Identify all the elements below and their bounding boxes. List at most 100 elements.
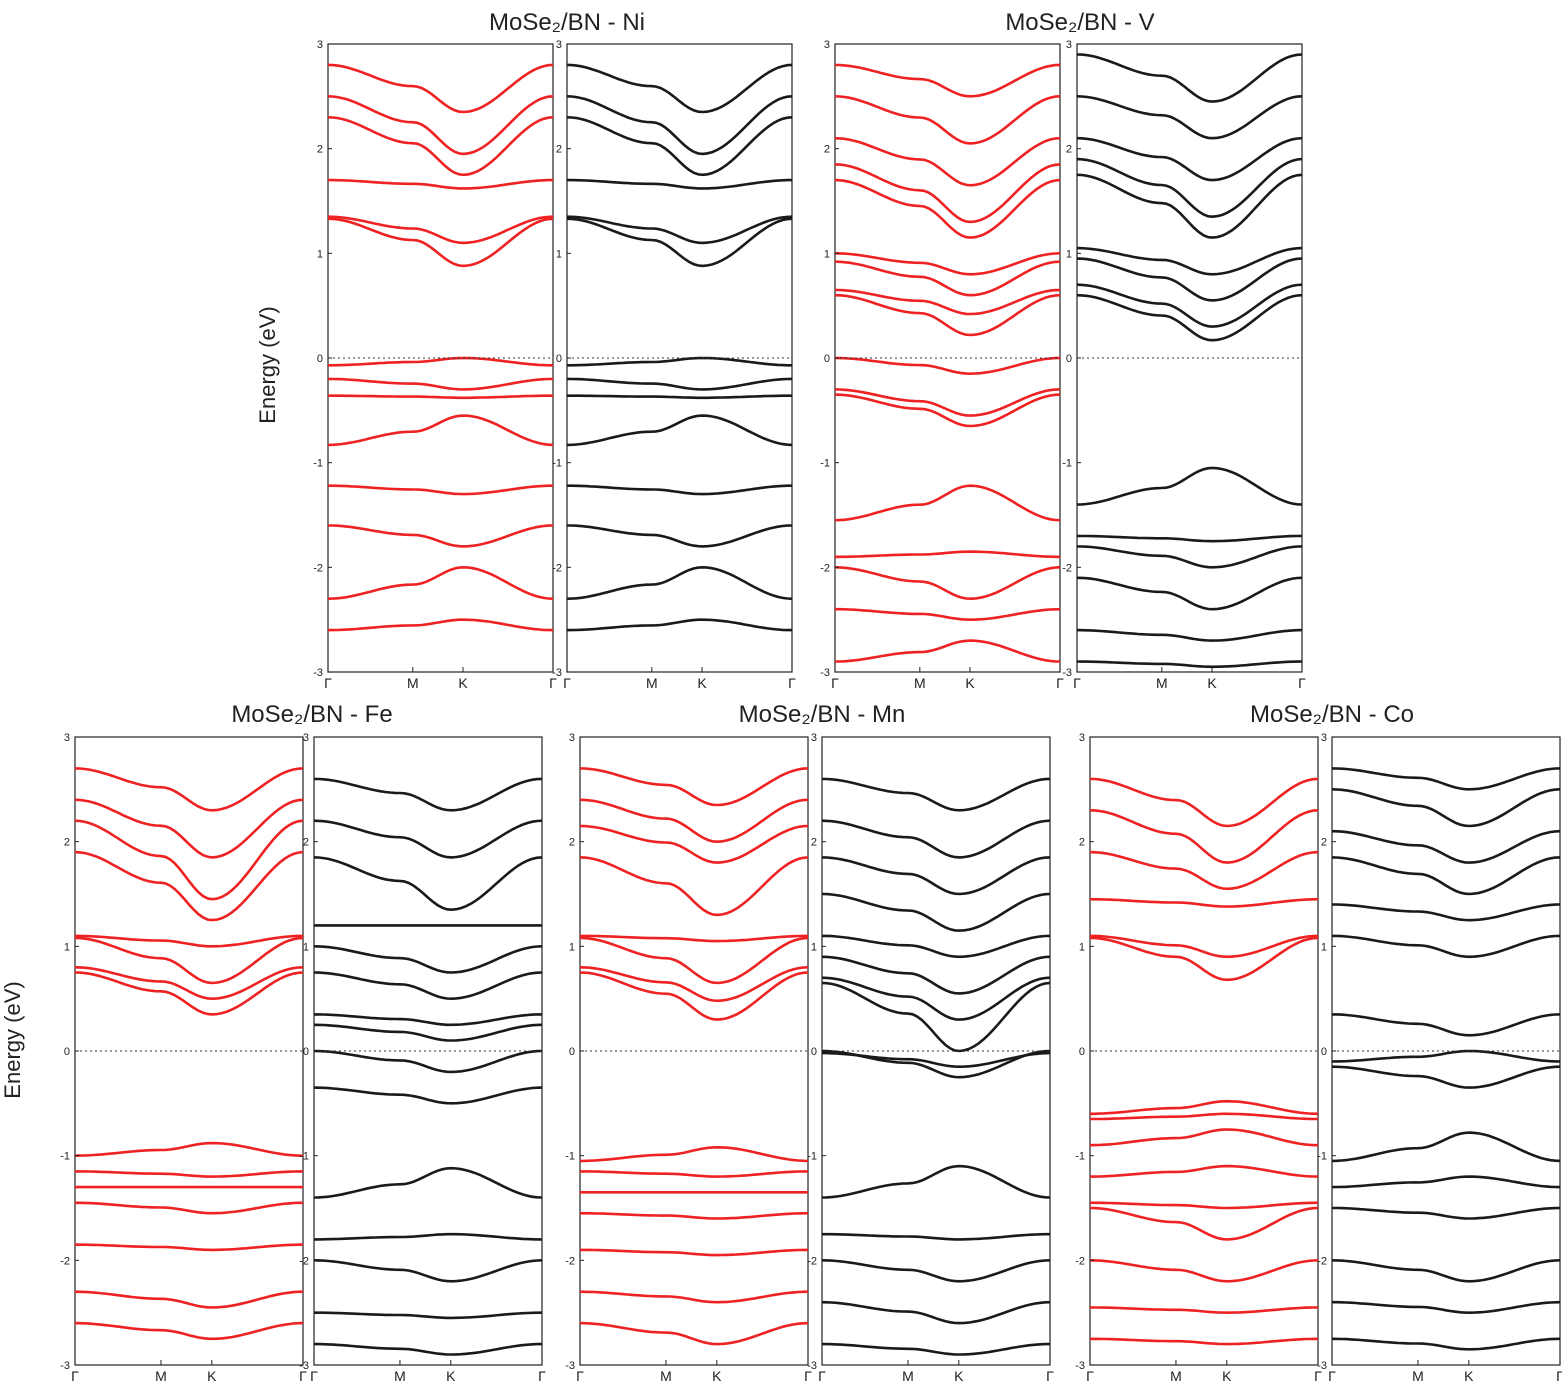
band-line	[822, 976, 1050, 1021]
band-line	[567, 178, 792, 190]
band-line	[314, 1013, 542, 1027]
x-tick-label: Γ	[299, 1368, 307, 1384]
band-line	[314, 945, 542, 974]
y-tick-label: 1	[303, 941, 309, 953]
y-tick-label: -1	[552, 458, 562, 470]
band-line	[1332, 1065, 1560, 1089]
band-line	[328, 565, 553, 600]
band-line	[328, 63, 553, 114]
y-tick-label: -3	[807, 1360, 817, 1372]
band-line	[1090, 777, 1318, 828]
x-tick-label: Γ	[563, 675, 571, 691]
y-tick-label: 2	[1079, 837, 1085, 849]
band-line	[835, 388, 1060, 417]
y-tick-label: -3	[313, 667, 323, 679]
panel-frame	[1089, 736, 1319, 1366]
band-line	[1077, 660, 1302, 669]
y-tick-label: -2	[313, 562, 323, 574]
band-line	[1090, 1164, 1318, 1178]
bands	[314, 777, 542, 1356]
y-tick-label: 2	[1066, 144, 1072, 156]
band-line	[822, 856, 1050, 896]
x-tick-label: Γ	[1056, 675, 1064, 691]
y-tick-label: -3	[1317, 1360, 1327, 1372]
band-line	[314, 1232, 542, 1241]
band-line	[822, 1300, 1050, 1325]
y-tick-label: -2	[565, 1255, 575, 1267]
y-tick-label: -3	[299, 1360, 309, 1372]
bands	[567, 63, 792, 632]
y-tick-label: -3	[820, 667, 830, 679]
x-tick-label: M	[1412, 1368, 1424, 1384]
band-line	[328, 414, 553, 447]
y-tick-label: 2	[824, 144, 830, 156]
band-line	[75, 1170, 303, 1178]
band-line	[1332, 903, 1560, 922]
x-tick-label: Γ	[831, 675, 839, 691]
band-line	[328, 217, 553, 268]
y-tick-label: 1	[824, 248, 830, 260]
band-line	[1332, 1300, 1560, 1315]
band-line	[580, 767, 808, 807]
panel-spin-down: Γ M K Γ 3 2 1 0 -1 -2 -3	[1317, 732, 1562, 1384]
band-line	[1077, 157, 1302, 219]
band-line	[822, 1232, 1050, 1241]
chart-title: MoSe₂/BN - Ni	[489, 9, 645, 36]
band-line	[580, 966, 808, 1003]
panel-spin-up: Γ M K Γ 3 2 1 0 -1 -2 -3	[60, 732, 307, 1384]
band-line	[75, 819, 303, 901]
band-line	[1077, 173, 1302, 239]
x-tick-label: K	[965, 675, 975, 691]
band-line	[835, 288, 1060, 316]
band-line	[835, 356, 1060, 376]
band-line	[580, 1211, 808, 1220]
x-tick-label: K	[697, 675, 707, 691]
band-line	[314, 971, 542, 1001]
band-line	[1077, 283, 1302, 328]
x-tick-label: Γ	[549, 675, 557, 691]
y-tick-label: 3	[569, 732, 575, 744]
band-line	[1332, 1013, 1560, 1037]
x-tick-label: K	[1207, 675, 1217, 691]
band-line	[835, 95, 1060, 145]
band-line	[1077, 246, 1302, 276]
band-line	[580, 934, 808, 943]
band-line	[1077, 95, 1302, 140]
x-tick-label: Γ	[71, 1368, 79, 1384]
panel-spin-up: Γ M K Γ 3 2 1 0 -1 -2 -3	[1075, 732, 1322, 1384]
x-tick-label: M	[1156, 675, 1168, 691]
band-line	[835, 639, 1060, 663]
x-tick-label: M	[660, 1368, 672, 1384]
x-tick-label: K	[1222, 1368, 1232, 1384]
band-line	[75, 1141, 303, 1157]
panel-spin-down: Γ M K Γ 3 2 1 0 -1 -2 -3	[1062, 39, 1306, 691]
y-axis-labels: Energy (eV) Energy (eV)	[0, 306, 280, 1098]
band-line	[328, 394, 553, 400]
band-line	[1332, 829, 1560, 864]
x-tick-label: Γ	[1046, 1368, 1054, 1384]
bands	[835, 63, 1060, 663]
x-tick-label: K	[712, 1368, 722, 1384]
band-line	[1090, 1112, 1318, 1121]
bands	[580, 767, 808, 1346]
band-line	[75, 936, 303, 985]
band-line	[1332, 1049, 1560, 1063]
band-line	[567, 414, 792, 447]
band-line	[75, 934, 303, 948]
band-line	[580, 971, 808, 1021]
x-tick-label: M	[155, 1368, 167, 1384]
bands	[328, 63, 553, 632]
x-tick-label: Γ	[324, 675, 332, 691]
bands	[1332, 767, 1560, 1351]
band-line	[75, 1290, 303, 1309]
y-tick-label: 2	[64, 837, 70, 849]
y-tick-label: 0	[1321, 1046, 1327, 1058]
band-line	[580, 1248, 808, 1257]
band-line	[580, 1145, 808, 1163]
band-line	[835, 252, 1060, 276]
y-tick-label: 0	[317, 353, 323, 365]
band-line	[580, 1321, 808, 1346]
band-line	[567, 524, 792, 548]
y-tick-label: 2	[303, 837, 309, 849]
